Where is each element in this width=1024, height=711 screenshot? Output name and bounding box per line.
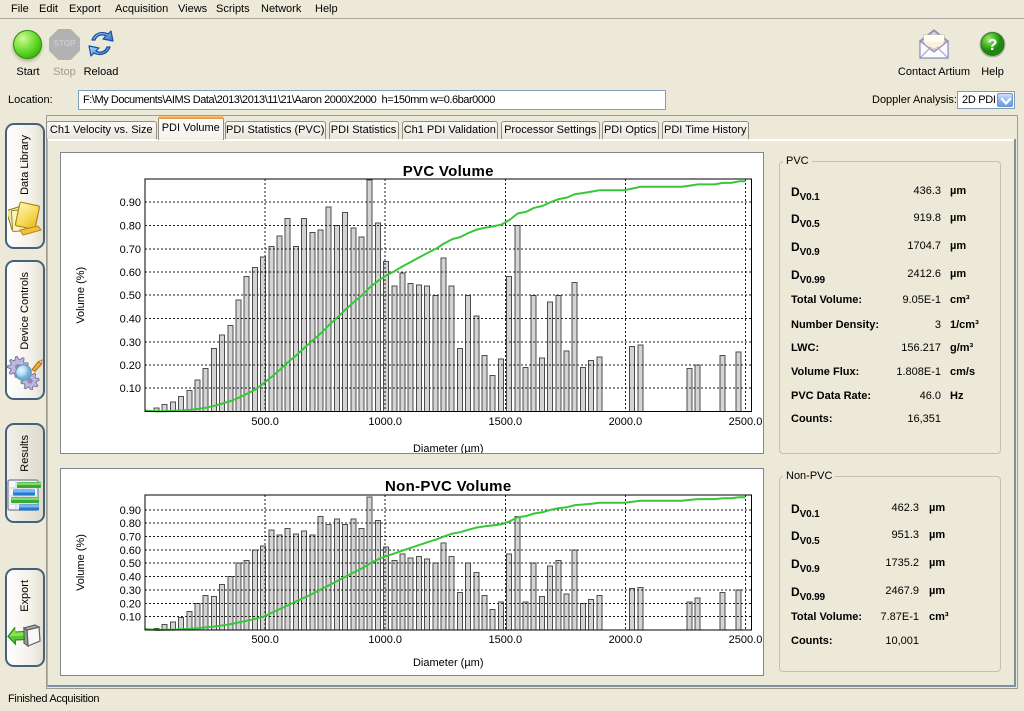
svg-text:Diameter (µm): Diameter (µm) (413, 443, 484, 453)
svg-text:Volume (%): Volume (%) (75, 534, 87, 591)
svg-text:2500.0: 2500.0 (729, 416, 763, 428)
svg-text:0.30: 0.30 (120, 337, 141, 349)
svg-text:0.40: 0.40 (120, 314, 141, 326)
svg-text:2000.0: 2000.0 (609, 416, 643, 428)
svg-text:0.40: 0.40 (120, 572, 141, 584)
svg-text:0.80: 0.80 (120, 518, 141, 530)
svg-text:500.0: 500.0 (251, 634, 279, 646)
svg-text:0.50: 0.50 (120, 290, 141, 302)
svg-text:0.60: 0.60 (120, 545, 141, 557)
svg-text:0.60: 0.60 (120, 267, 141, 279)
svg-text:0.80: 0.80 (120, 221, 141, 233)
svg-text:0.70: 0.70 (120, 532, 141, 544)
svg-text:0.70: 0.70 (120, 244, 141, 256)
svg-text:0.20: 0.20 (120, 598, 141, 610)
svg-text:Diameter (µm): Diameter (µm) (413, 657, 484, 669)
svg-text:0.30: 0.30 (120, 585, 141, 597)
svg-text:1000.0: 1000.0 (368, 634, 402, 646)
svg-text:0.90: 0.90 (120, 197, 141, 209)
svg-text:500.0: 500.0 (251, 416, 279, 428)
svg-text:?: ? (988, 37, 998, 54)
svg-text:Volume (%): Volume (%) (75, 267, 87, 324)
svg-text:2000.0: 2000.0 (609, 634, 643, 646)
svg-text:0.10: 0.10 (120, 612, 141, 624)
svg-text:0.50: 0.50 (120, 558, 141, 570)
svg-text:0.20: 0.20 (120, 360, 141, 372)
svg-text:0.10: 0.10 (120, 383, 141, 395)
svg-text:1000.0: 1000.0 (368, 416, 402, 428)
svg-text:1500.0: 1500.0 (488, 416, 522, 428)
svg-text:2500.0: 2500.0 (729, 634, 763, 646)
svg-text:Non-PVC Volume: Non-PVC Volume (385, 478, 511, 495)
svg-text:1500.0: 1500.0 (488, 634, 522, 646)
svg-text:PVC Volume: PVC Volume (403, 163, 494, 180)
svg-text:0.90: 0.90 (120, 505, 141, 517)
